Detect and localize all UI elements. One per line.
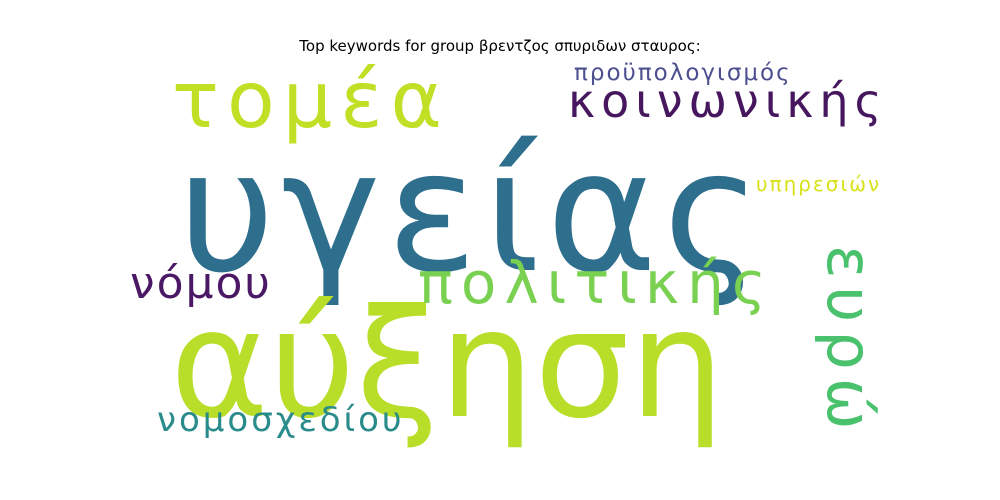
word-4: πολιτικής — [418, 249, 774, 317]
word-2: τομέα — [172, 56, 450, 146]
word-1: αύξηση — [170, 278, 725, 452]
word-8: προϋπολογισμός — [574, 60, 792, 86]
word-6: νόμου — [130, 258, 272, 309]
word-9: υπηρεσιών — [756, 172, 882, 196]
word-5: ευρώ — [813, 245, 886, 438]
chart-title: Top keywords for group βρεντζος σπυριδων… — [299, 37, 701, 55]
word-3: κοινωνικής — [568, 74, 888, 128]
word-7: νομοσχεδίου — [157, 400, 405, 440]
word-0: υγείας — [178, 114, 768, 310]
